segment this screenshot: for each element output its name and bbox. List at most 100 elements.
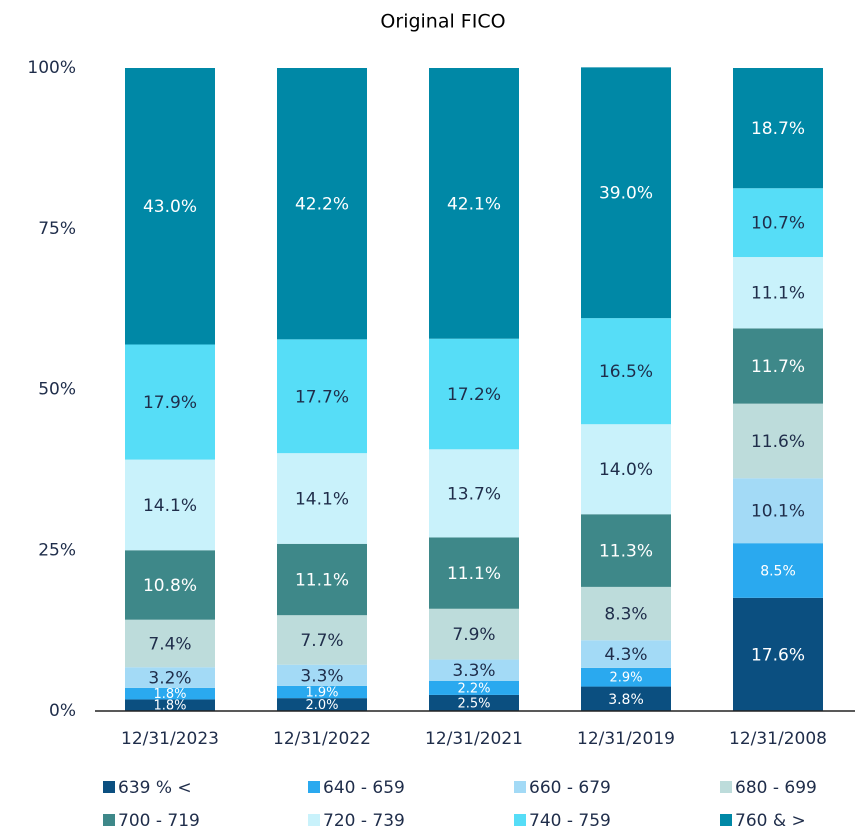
x-tick-label: 12/31/2019 xyxy=(577,729,675,749)
bar-segment xyxy=(125,619,215,668)
bar-segment xyxy=(429,608,519,660)
bar-segment xyxy=(277,685,367,699)
value-label: 17.9% xyxy=(143,393,197,413)
value-label: 2.0% xyxy=(305,698,338,713)
value-label: 17.6% xyxy=(751,645,805,665)
bar-segment xyxy=(581,514,671,587)
value-label: 11.7% xyxy=(751,357,805,377)
legend-label: 760 & > xyxy=(735,811,806,831)
value-label: 1.8% xyxy=(153,687,186,702)
bar-segment xyxy=(277,453,367,544)
legend-swatch xyxy=(720,781,732,793)
bar-segment xyxy=(429,537,519,609)
bar-segment xyxy=(581,667,671,687)
bar-segment xyxy=(277,664,367,686)
x-tick-label: 12/31/2021 xyxy=(425,729,523,749)
bar-segment xyxy=(429,659,519,681)
bar-segment xyxy=(277,68,367,340)
x-tick-label: 12/31/2023 xyxy=(121,729,219,749)
bar-segment xyxy=(733,68,823,189)
value-label: 17.2% xyxy=(447,385,501,405)
bar-segment xyxy=(125,687,215,700)
value-label: 14.1% xyxy=(295,489,349,509)
bar-segment xyxy=(581,67,671,319)
legend-swatch xyxy=(308,814,320,826)
bar-segment xyxy=(733,403,823,479)
value-label: 43.0% xyxy=(143,197,197,217)
value-label: 2.9% xyxy=(609,671,642,686)
bar-segment xyxy=(733,257,823,329)
x-tick-label: 12/31/2008 xyxy=(729,729,827,749)
legend-label: 740 - 759 xyxy=(529,811,611,831)
bar-segment xyxy=(277,615,367,665)
legend-swatch xyxy=(308,781,320,793)
bar-segment xyxy=(733,188,823,258)
chart-title: Original FICO xyxy=(380,11,505,33)
legend-label: 720 - 739 xyxy=(323,811,405,831)
bar-segment xyxy=(125,699,215,711)
bar-segment xyxy=(429,449,519,538)
legend-label: 639 % < xyxy=(118,778,192,798)
value-label: 10.7% xyxy=(751,214,805,234)
value-label: 4.3% xyxy=(604,645,647,665)
legend-swatch xyxy=(103,814,115,826)
value-label: 11.1% xyxy=(751,284,805,304)
value-label: 2.2% xyxy=(457,681,490,696)
bar-segment xyxy=(125,459,215,551)
bar-segment xyxy=(125,667,215,688)
value-label: 3.2% xyxy=(148,669,191,689)
bar-segment xyxy=(277,543,367,616)
bar-segment xyxy=(125,550,215,620)
value-label: 8.5% xyxy=(760,564,796,580)
value-label: 11.1% xyxy=(295,571,349,591)
value-label: 39.0% xyxy=(599,184,653,204)
legend-swatch xyxy=(514,781,526,793)
legend-label: 660 - 679 xyxy=(529,778,611,798)
bar-segment xyxy=(581,424,671,515)
legend-label: 680 - 699 xyxy=(735,778,817,798)
bar-segment xyxy=(733,478,823,544)
value-label: 11.1% xyxy=(447,564,501,584)
bar-segment xyxy=(581,318,671,425)
bar-segment xyxy=(581,586,671,641)
value-label: 3.3% xyxy=(300,666,343,686)
value-label: 17.7% xyxy=(295,387,349,407)
bar-segment xyxy=(733,328,823,404)
value-label: 42.1% xyxy=(447,194,501,214)
value-label: 7.4% xyxy=(148,634,191,654)
bar-segment xyxy=(277,698,367,711)
bar-segment xyxy=(277,339,367,454)
bar-segment xyxy=(125,344,215,460)
legend-label: 700 - 719 xyxy=(118,811,200,831)
value-label: 1.8% xyxy=(153,699,186,714)
bar-segment xyxy=(733,597,823,711)
value-label: 7.7% xyxy=(300,631,343,651)
bar-segment xyxy=(125,68,215,345)
legend-swatch xyxy=(720,814,732,826)
value-label: 18.7% xyxy=(751,119,805,139)
y-tick-label: 50% xyxy=(38,380,76,400)
bar-segment xyxy=(429,694,519,711)
bar-segment xyxy=(581,686,671,711)
legend-swatch xyxy=(103,781,115,793)
y-tick-label: 25% xyxy=(38,540,76,560)
value-label: 14.1% xyxy=(143,496,197,516)
bar-segment xyxy=(429,680,519,695)
value-label: 13.7% xyxy=(447,484,501,504)
value-label: 8.3% xyxy=(604,605,647,625)
value-label: 10.1% xyxy=(751,502,805,522)
value-label: 11.6% xyxy=(751,432,805,452)
value-label: 3.3% xyxy=(452,661,495,681)
value-label: 10.8% xyxy=(143,576,197,596)
y-tick-label: 100% xyxy=(27,58,76,78)
value-label: 42.2% xyxy=(295,195,349,215)
bar-segment xyxy=(429,338,519,450)
bar-segment xyxy=(581,640,671,668)
value-label: 11.3% xyxy=(599,542,653,562)
value-label: 3.8% xyxy=(608,692,644,708)
bar-segment xyxy=(429,68,519,339)
x-tick-label: 12/31/2022 xyxy=(273,729,371,749)
legend-label: 640 - 659 xyxy=(323,778,405,798)
y-tick-label: 75% xyxy=(38,219,76,239)
